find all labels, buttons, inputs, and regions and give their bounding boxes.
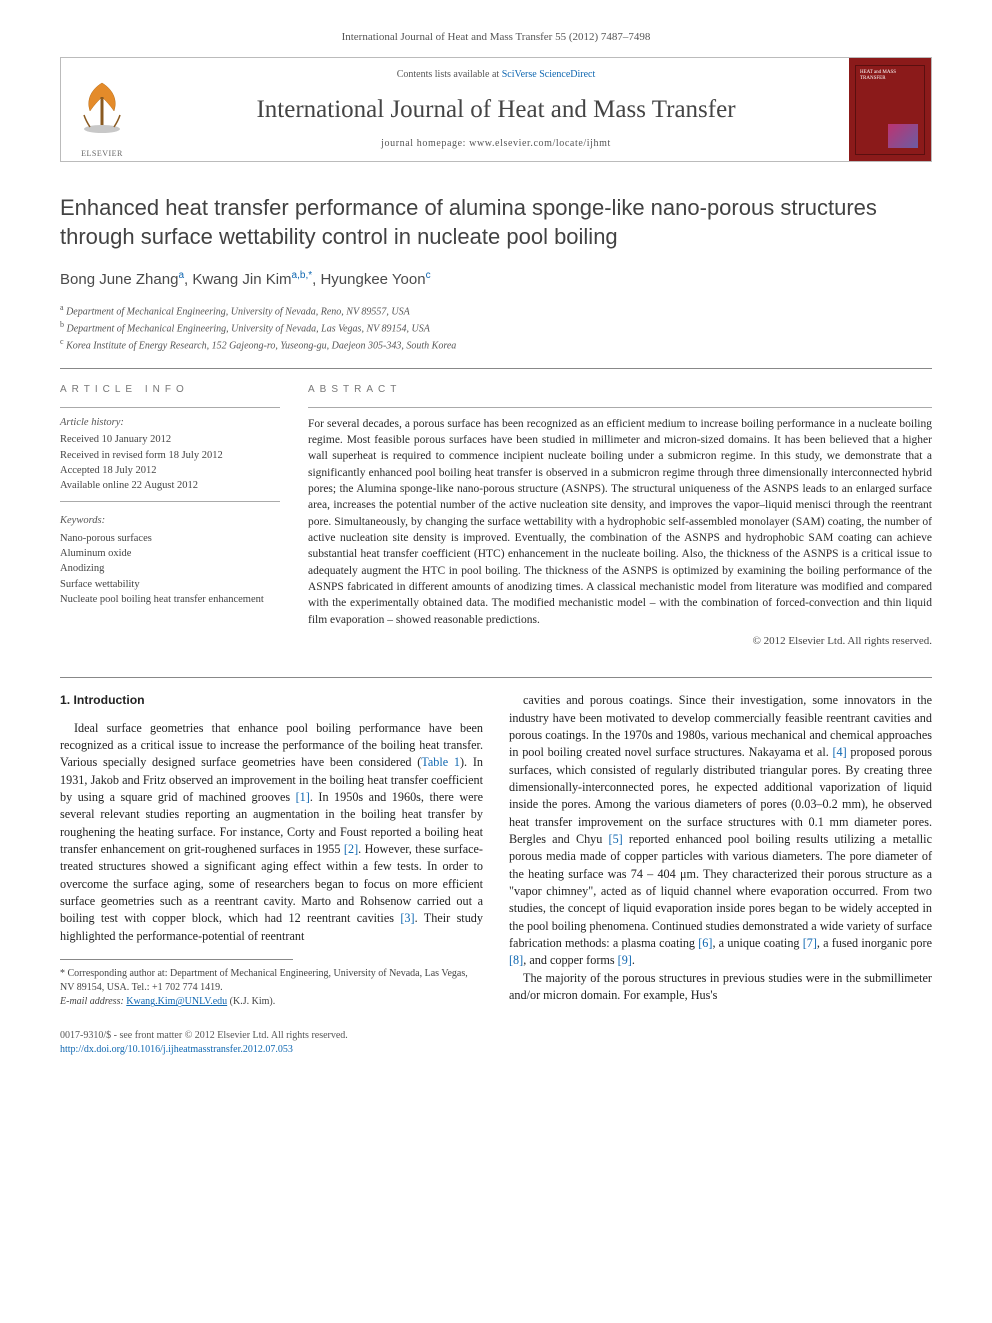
abstract-copyright: © 2012 Elsevier Ltd. All rights reserved… <box>308 634 932 649</box>
citation-link[interactable]: [9] <box>618 953 632 967</box>
citation-link[interactable]: [3] <box>400 911 414 925</box>
affiliation-line: c Korea Institute of Energy Research, 15… <box>60 336 932 353</box>
citation-link[interactable]: [5] <box>609 832 623 846</box>
author-affil-sup: c <box>426 270 431 281</box>
body-paragraph: Ideal surface geometries that enhance po… <box>60 720 483 945</box>
body-two-columns: 1. Introduction Ideal surface geometries… <box>60 692 932 1009</box>
doi-link[interactable]: http://dx.doi.org/10.1016/j.ijheatmasstr… <box>60 1044 293 1055</box>
journal-cover-thumbnail: HEAT and MASS TRANSFER <box>855 65 925 155</box>
email-label: E-mail address: <box>60 996 126 1007</box>
keyword-item: Anodizing <box>60 561 280 576</box>
article-title: Enhanced heat transfer performance of al… <box>60 194 932 250</box>
keywords-list: Nano-porous surfaces Aluminum oxide Anod… <box>60 531 280 607</box>
homepage-url: www.elsevier.com/locate/ijhmt <box>469 138 611 149</box>
author-affil-sup: a,b,* <box>292 270 313 281</box>
email-suffix: (K.J. Kim). <box>227 996 275 1007</box>
journal-header: ELSEVIER Contents lists available at Sci… <box>60 57 932 162</box>
elsevier-tree-icon: ELSEVIER <box>72 77 132 143</box>
top-citation: International Journal of Heat and Mass T… <box>60 30 932 45</box>
article-info-panel: ARTICLE INFO Article history: Received 1… <box>60 383 280 650</box>
footnote-separator <box>60 959 293 960</box>
sciencedirect-link[interactable]: SciVerse ScienceDirect <box>502 69 596 80</box>
author-affil-sup: a <box>178 270 184 281</box>
homepage-prefix: journal homepage: <box>381 138 469 149</box>
keyword-item: Nucleate pool boiling heat transfer enha… <box>60 592 280 607</box>
abstract-heading: ABSTRACT <box>308 383 932 397</box>
cover-title-text: HEAT and MASS TRANSFER <box>860 70 920 82</box>
info-abstract-row: ARTICLE INFO Article history: Received 1… <box>60 383 932 650</box>
affiliation-line: a Department of Mechanical Engineering, … <box>60 302 932 319</box>
body-paragraph: The majority of the porous structures in… <box>509 970 932 1005</box>
keyword-item: Nano-porous surfaces <box>60 531 280 546</box>
footnote-email-line: E-mail address: Kwang.Kim@UNLV.edu (K.J.… <box>60 995 483 1009</box>
history-lines: Received 10 January 2012 Received in rev… <box>60 432 280 493</box>
keyword-item: Surface wettability <box>60 577 280 592</box>
affiliation-line: b Department of Mechanical Engineering, … <box>60 319 932 336</box>
affiliations-block: a Department of Mechanical Engineering, … <box>60 302 932 354</box>
history-label: Article history: <box>60 416 280 431</box>
body-column-left: 1. Introduction Ideal surface geometries… <box>60 692 483 1009</box>
publisher-label: ELSEVIER <box>72 148 132 159</box>
section-heading-intro: 1. Introduction <box>60 692 483 709</box>
abstract-panel: ABSTRACT For several decades, a porous s… <box>308 383 932 650</box>
table-ref[interactable]: Table 1 <box>421 755 460 769</box>
keyword-item: Aluminum oxide <box>60 546 280 561</box>
citation-link[interactable]: [8] <box>509 953 523 967</box>
contents-prefix: Contents lists available at <box>397 69 502 80</box>
abstract-rule <box>308 407 932 408</box>
history-line: Received 10 January 2012 <box>60 432 280 447</box>
footnote-line: * Corresponding author at: Department of… <box>60 966 483 995</box>
email-link[interactable]: Kwang.Kim@UNLV.edu <box>126 996 227 1007</box>
journal-homepage-line: journal homepage: www.elsevier.com/locat… <box>149 137 843 151</box>
bottom-copyright-block: 0017-9310/$ - see front matter © 2012 El… <box>60 1029 932 1057</box>
citation-link[interactable]: [4] <box>832 745 846 759</box>
header-center: Contents lists available at SciVerse Sci… <box>143 58 849 161</box>
article-info-heading: ARTICLE INFO <box>60 383 280 397</box>
citation-link[interactable]: [6] <box>698 936 712 950</box>
body-column-right: cavities and porous coatings. Since thei… <box>509 692 932 1009</box>
body-paragraph: cavities and porous coatings. Since thei… <box>509 692 932 969</box>
journal-cover-cell: HEAT and MASS TRANSFER <box>849 58 931 161</box>
contents-available-line: Contents lists available at SciVerse Sci… <box>149 68 843 82</box>
history-line: Accepted 18 July 2012 <box>60 463 280 478</box>
divider-rule <box>60 368 932 369</box>
publisher-logo-cell: ELSEVIER <box>61 58 143 161</box>
abstract-text: For several decades, a porous surface ha… <box>308 416 932 628</box>
citation-link[interactable]: [1] <box>296 790 310 804</box>
history-line: Available online 22 August 2012 <box>60 478 280 493</box>
divider-rule <box>60 677 932 678</box>
info-rule <box>60 501 280 502</box>
keywords-label: Keywords: <box>60 514 280 529</box>
authors-line: Bong June Zhanga, Kwang Jin Kima,b,*, Hy… <box>60 269 932 290</box>
front-matter-line: 0017-9310/$ - see front matter © 2012 El… <box>60 1029 932 1043</box>
doi-line: http://dx.doi.org/10.1016/j.ijheatmasstr… <box>60 1043 932 1057</box>
citation-link[interactable]: [2] <box>344 842 358 856</box>
journal-title: International Journal of Heat and Mass T… <box>149 92 843 127</box>
history-line: Received in revised form 18 July 2012 <box>60 448 280 463</box>
corresponding-author-footnote: * Corresponding author at: Department of… <box>60 966 483 1009</box>
info-rule <box>60 407 280 408</box>
citation-link[interactable]: [7] <box>803 936 817 950</box>
